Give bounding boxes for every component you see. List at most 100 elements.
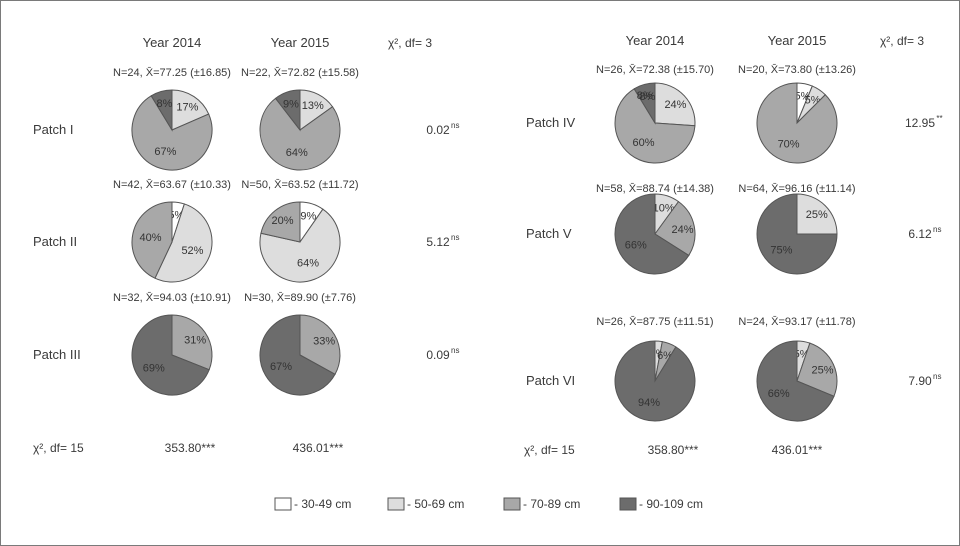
- pie-patch-ii-year-1-slice-3: [131, 201, 173, 279]
- pie-patch-iv-year-1-slice-2: [654, 82, 696, 127]
- pie-patch-vi-year-2-label-3: 25%: [811, 364, 833, 376]
- pie-patch-i-year-2-label-2: 13%: [302, 100, 324, 112]
- pie-patch-iii-year-2-slice-4: [259, 314, 336, 396]
- pie-patch-v-year-1-label-3: 24%: [671, 224, 693, 236]
- patch-label: Patch II: [33, 234, 77, 249]
- pie-patch-v-year-1-label-2: 10%: [653, 202, 675, 214]
- pie-patch-ii-year-1-label-2: 52%: [181, 245, 203, 257]
- pie-patch-iii-year-1-label-3: 31%: [184, 334, 206, 346]
- footer-chi-square-label: χ², df= 15: [33, 441, 84, 455]
- sample-stats-label: N=24, X̄=93.17 (±11.78): [738, 315, 855, 328]
- sample-stats-label: N=30, X̄=89.90 (±7.76): [244, 291, 356, 304]
- chi-square-value: 12.95: [905, 116, 935, 130]
- patch-label: Patch III: [33, 347, 81, 362]
- pie-patch-ii-year-2-label-3: 20%: [271, 215, 293, 227]
- significance-mark: ns: [933, 225, 941, 234]
- pie-patch-i-year-1-label-4: 8%: [156, 98, 172, 110]
- pie-patch-i-year-2-slice-4: [274, 89, 301, 132]
- pie-patch-i-year-1-slice-4: [150, 89, 173, 132]
- pie-patch-iv-year-1-label-1: 8%: [637, 90, 653, 102]
- pie-patch-iii-year-2-label-3: 33%: [313, 336, 335, 348]
- pie-patch-i-year-1-label-3: 67%: [154, 146, 176, 158]
- footer-chi-square-value: 436.01***: [772, 443, 823, 457]
- patch-label: Patch VI: [526, 373, 575, 388]
- pie-patch-iv-year-1-slice-3: [614, 88, 696, 164]
- pie-patch-iii-year-1-label-4: 69%: [143, 362, 165, 374]
- sample-stats-label: N=22, X̄=72.82 (±15.58): [241, 66, 359, 79]
- sample-stats-label: N=42, X̄=63.67 (±10.33): [113, 178, 231, 191]
- pie-patch-i-year-1-slice-3: [131, 95, 213, 171]
- pie-patch-i-year-1-label-2: 17%: [176, 102, 198, 114]
- sample-stats-label: N=50, X̄=63.52 (±11.72): [241, 178, 358, 191]
- chi-square-value: 0.09: [426, 348, 450, 362]
- significance-mark: ns: [933, 372, 941, 381]
- legend-swatch: [274, 497, 292, 511]
- legend-entry: - 30-49 cm: [294, 497, 351, 511]
- footer-chi-square-value: 358.80***: [648, 443, 699, 457]
- column-header: Year 2014: [626, 33, 685, 48]
- legend-swatch: [387, 497, 405, 511]
- pie-patch-vi-year-2-slice-4: [756, 340, 835, 422]
- sample-stats-label: N=58, X̄=88.74 (±14.38): [596, 182, 714, 195]
- pie-patch-ii-year-2-slice-3: [260, 201, 301, 243]
- pie-patch-ii-year-2-slice-2: [259, 208, 341, 283]
- sample-stats-label: N=32, X̄=94.03 (±10.91): [113, 291, 231, 304]
- sample-stats-label: N=26, X̄=72.38 (±15.70): [596, 63, 714, 76]
- pie-patch-ii-year-1-label-3: 40%: [140, 232, 162, 244]
- chi-square-header: χ², df= 3: [388, 36, 432, 50]
- pie-patch-i-year-2-slice-3: [259, 97, 341, 171]
- sample-stats-label: N=24, X̄=77.25 (±16.85): [113, 66, 231, 79]
- legend-swatch: [503, 497, 521, 511]
- legend-entry: - 70-89 cm: [523, 497, 580, 511]
- patch-label: Patch V: [526, 226, 572, 241]
- sample-stats-label: N=20, X̄=73.80 (±13.26): [738, 63, 856, 76]
- column-header: Year 2014: [143, 35, 202, 50]
- pie-patch-i-year-2-label-4: 9%: [283, 98, 299, 110]
- significance-mark: ns: [451, 121, 459, 130]
- sample-stats-label: N=64, X̄=96.16 (±11.14): [738, 182, 855, 195]
- footer-chi-square-value: 353.80***: [165, 441, 216, 455]
- column-header: Year 2015: [271, 35, 330, 50]
- pie-patch-v-year-2-slice-2: [796, 193, 838, 235]
- legend-entry: - 90-109 cm: [639, 497, 703, 511]
- pie-patch-vi-year-1-label-4: 94%: [638, 397, 660, 409]
- footer-chi-square-label: χ², df= 15: [524, 443, 575, 457]
- significance-mark: ns: [451, 346, 459, 355]
- pie-patch-ii-year-1-slice-2: [154, 203, 213, 283]
- pie-patch-iii-year-2-label-4: 67%: [270, 361, 292, 373]
- pie-patch-vi-year-1-slice-4: [614, 340, 696, 422]
- pie-patch-iv-year-1-label-2: 24%: [664, 99, 686, 111]
- footer-chi-square-value: 436.01***: [293, 441, 344, 455]
- pie-patch-iv-year-2-label-3: 70%: [778, 138, 800, 150]
- pie-patch-iii-year-2-slice-3: [299, 314, 341, 375]
- chi-square-value: 7.90: [908, 374, 932, 388]
- legend-entry: - 50-69 cm: [407, 497, 464, 511]
- pie-patch-v-year-2-label-2: 25%: [806, 209, 828, 221]
- patch-label: Patch IV: [526, 115, 575, 130]
- chi-square-value: 6.12: [908, 227, 932, 241]
- pie-patch-i-year-2-label-3: 64%: [286, 147, 308, 159]
- chi-square-value: 5.12: [426, 235, 450, 249]
- column-header: Year 2015: [768, 33, 827, 48]
- pie-patch-v-year-1-slice-4: [614, 193, 690, 275]
- pie-patch-iii-year-1-slice-4: [131, 314, 210, 396]
- pie-patch-vi-year-2-label-4: 66%: [768, 388, 790, 400]
- pie-patch-v-year-2-slice-4: [756, 193, 838, 275]
- pie-patch-iv-year-1-label-4: 8%: [639, 91, 655, 103]
- pie-patch-ii-year-2-label-2: 64%: [297, 257, 319, 269]
- chi-square-header: χ², df= 3: [880, 34, 924, 48]
- pie-patch-v-year-2-label-4: 75%: [770, 245, 792, 257]
- pie-patch-iv-year-2-slice-3: [756, 82, 838, 164]
- sample-stats-label: N=26, X̄=87.75 (±11.51): [596, 315, 713, 328]
- pie-patch-v-year-1-label-4: 66%: [625, 240, 647, 252]
- patch-label: Patch I: [33, 122, 73, 137]
- legend-swatch: [619, 497, 637, 511]
- pie-patch-iv-year-1-slice-4: [633, 82, 656, 125]
- pie-patch-i-year-1-slice-2: [171, 89, 210, 131]
- chi-square-value: 0.02: [426, 123, 450, 137]
- pie-patch-iv-year-1-label-3: 60%: [633, 137, 655, 149]
- significance-mark: ns: [451, 233, 459, 242]
- pie-patch-v-year-1-slice-3: [654, 200, 696, 257]
